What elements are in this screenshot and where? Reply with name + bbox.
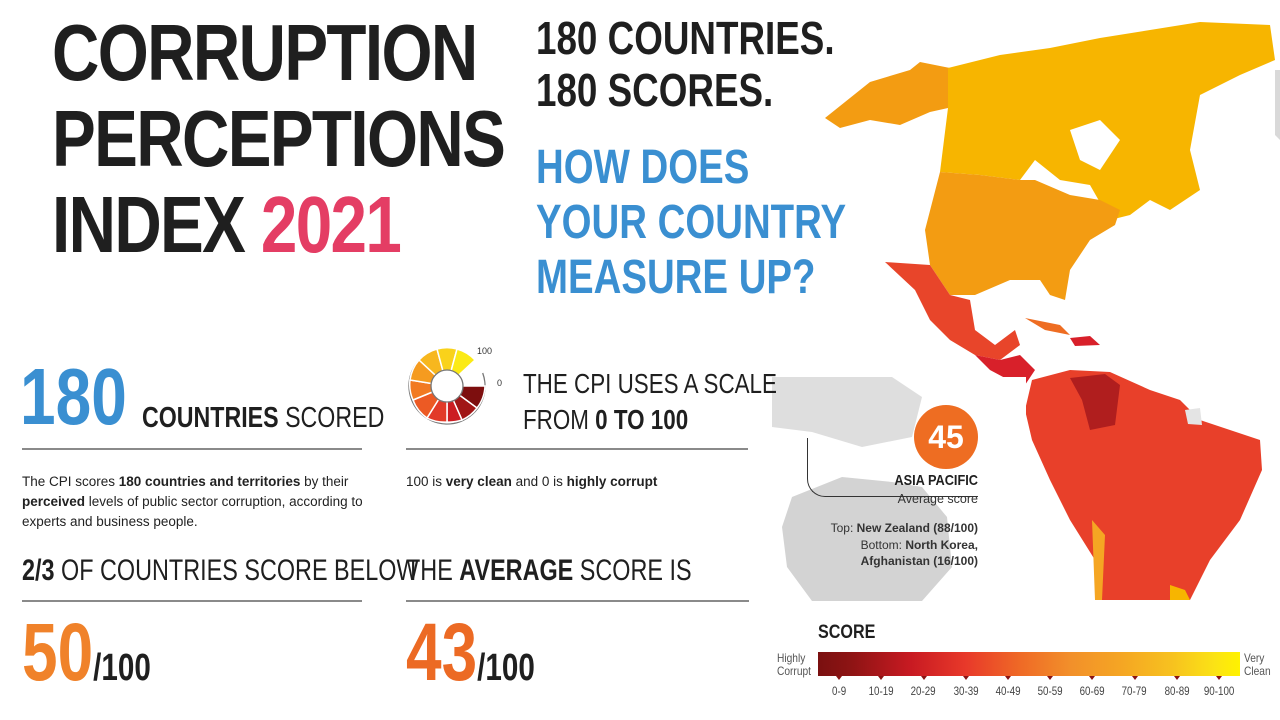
scale-heading-line-1: THE CPI USES A SCALE <box>523 368 777 399</box>
gauge-icon: 100 0 <box>408 346 502 425</box>
asia-pacific-details: Top: New Zealand (88/100) Bottom: North … <box>800 520 978 570</box>
legend-left-label: Highly Corrupt <box>777 651 812 678</box>
legend-range: 20-29 <box>911 686 937 698</box>
scale-heading: THE CPI USES A SCALE FROM 0 TO 100 <box>523 366 777 438</box>
divider <box>22 600 362 602</box>
title-line-2: PERCEPTIONS <box>52 94 506 183</box>
asia-pacific-map <box>772 377 952 601</box>
asia-pacific-bottom: Bottom: North Korea, <box>860 537 978 552</box>
score-color-scale <box>818 652 1240 676</box>
svg-text:0: 0 <box>497 378 502 388</box>
divider <box>406 448 748 450</box>
svg-text:100: 100 <box>477 346 492 356</box>
map-australia <box>782 477 952 601</box>
below-50-value: 50/100 <box>22 607 151 698</box>
map-greenland <box>1275 70 1280 140</box>
average-heading: THE AVERAGE SCORE IS <box>406 554 692 587</box>
question-line-1: HOW DOES <box>536 141 750 194</box>
map-french-guiana <box>1185 408 1202 425</box>
map-canada <box>940 22 1275 220</box>
map-alaska <box>825 62 950 128</box>
asia-pacific-top: Top: New Zealand (88/100) <box>830 521 978 535</box>
legend-ranges: 0-9 10-19 20-29 30-39 40-49 50-59 60-69 … <box>818 686 1240 698</box>
map-mexico <box>885 262 1020 360</box>
legend-title: SCORE <box>818 622 876 643</box>
map-south-america <box>1025 370 1262 600</box>
legend-range: 80-89 <box>1164 686 1190 698</box>
asia-pacific-average-label: Average score <box>897 492 978 506</box>
asia-pacific-score-badge: 45 <box>914 405 978 469</box>
legend-right-label: Very Clean <box>1244 651 1271 678</box>
map-uruguay <box>1170 585 1190 600</box>
question-line-3: MEASURE UP? <box>536 251 816 304</box>
map-hudson-bay <box>1070 120 1120 170</box>
divider <box>22 448 362 450</box>
countries-count: 180 <box>20 352 127 441</box>
scale-description: 100 is very clean and 0 is highly corrup… <box>406 474 658 489</box>
map-usa <box>925 172 1120 300</box>
question-heading: HOW DOES YOUR COUNTRY MEASURE UP? <box>536 140 846 305</box>
legend-range: 40-49 <box>995 686 1021 698</box>
title-year: 2021 <box>260 180 402 269</box>
tagline-line-1: 180 COUNTRIES. <box>536 12 835 64</box>
asia-pacific-inset <box>772 377 1026 601</box>
below-50-heading: 2/3 OF COUNTRIES SCORE BELOW <box>22 554 419 587</box>
map-caribbean-2 <box>1070 336 1100 346</box>
map-chile <box>1092 520 1105 600</box>
title-line-3: INDEX 2021 <box>52 182 504 268</box>
asia-pacific-bottom-2: Afghanistan (16/100) <box>860 554 978 568</box>
page-title: CORRUPTION PERCEPTIONS INDEX 2021 <box>52 8 506 268</box>
average-value: 43/100 <box>406 607 535 698</box>
tagline-line-2: 180 SCORES. <box>536 64 774 116</box>
countries-description: The CPI scores 180 countries and territo… <box>22 474 363 529</box>
legend-range: 90-100 <box>1203 686 1235 698</box>
callout-connector <box>807 438 978 497</box>
legend-range: 50-59 <box>1037 686 1063 698</box>
legend-range: 30-39 <box>953 686 979 698</box>
legend-range: 70-79 <box>1122 686 1148 698</box>
title-index-text: INDEX <box>52 180 261 269</box>
divider <box>406 600 749 602</box>
scale-heading-line-2: FROM 0 TO 100 <box>523 404 689 435</box>
map-southeast-asia <box>772 377 922 447</box>
legend-range: 0-9 <box>832 686 847 698</box>
question-line-2: YOUR COUNTRY <box>536 196 847 249</box>
americas-map <box>825 22 1280 600</box>
title-line-1: CORRUPTION <box>52 8 478 97</box>
tagline: 180 COUNTRIES. 180 SCORES. <box>536 12 835 116</box>
legend-range: 60-69 <box>1079 686 1105 698</box>
countries-scored-label: COUNTRIES SCORED <box>142 402 385 434</box>
map-caribbean <box>1025 318 1070 335</box>
map-venezuela <box>1070 374 1120 430</box>
legend-range: 10-19 <box>868 686 894 698</box>
asia-pacific-region-name: ASIA PACIFIC <box>894 472 978 489</box>
